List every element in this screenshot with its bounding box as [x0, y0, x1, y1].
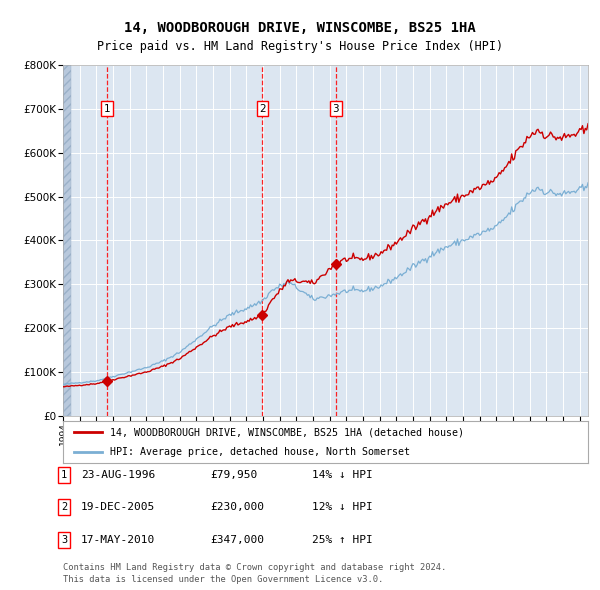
Text: Contains HM Land Registry data © Crown copyright and database right 2024.: Contains HM Land Registry data © Crown c…	[63, 563, 446, 572]
Text: 12% ↓ HPI: 12% ↓ HPI	[312, 503, 373, 512]
Text: 2: 2	[61, 503, 67, 512]
Text: 14% ↓ HPI: 14% ↓ HPI	[312, 470, 373, 480]
Text: 14, WOODBOROUGH DRIVE, WINSCOMBE, BS25 1HA (detached house): 14, WOODBOROUGH DRIVE, WINSCOMBE, BS25 1…	[110, 427, 464, 437]
Text: £230,000: £230,000	[210, 503, 264, 512]
Text: 1: 1	[61, 470, 67, 480]
Text: 19-DEC-2005: 19-DEC-2005	[81, 503, 155, 512]
Text: 25% ↑ HPI: 25% ↑ HPI	[312, 535, 373, 545]
Text: £79,950: £79,950	[210, 470, 257, 480]
Text: 14, WOODBOROUGH DRIVE, WINSCOMBE, BS25 1HA: 14, WOODBOROUGH DRIVE, WINSCOMBE, BS25 1…	[124, 21, 476, 35]
Text: This data is licensed under the Open Government Licence v3.0.: This data is licensed under the Open Gov…	[63, 575, 383, 584]
Text: 3: 3	[61, 535, 67, 545]
Bar	[63, 65, 71, 416]
Text: HPI: Average price, detached house, North Somerset: HPI: Average price, detached house, Nort…	[110, 447, 410, 457]
Text: 23-AUG-1996: 23-AUG-1996	[81, 470, 155, 480]
Text: Price paid vs. HM Land Registry's House Price Index (HPI): Price paid vs. HM Land Registry's House …	[97, 40, 503, 53]
Text: 2: 2	[259, 104, 266, 114]
Text: 17-MAY-2010: 17-MAY-2010	[81, 535, 155, 545]
Text: £347,000: £347,000	[210, 535, 264, 545]
Text: 1: 1	[104, 104, 110, 114]
Text: 3: 3	[332, 104, 339, 114]
